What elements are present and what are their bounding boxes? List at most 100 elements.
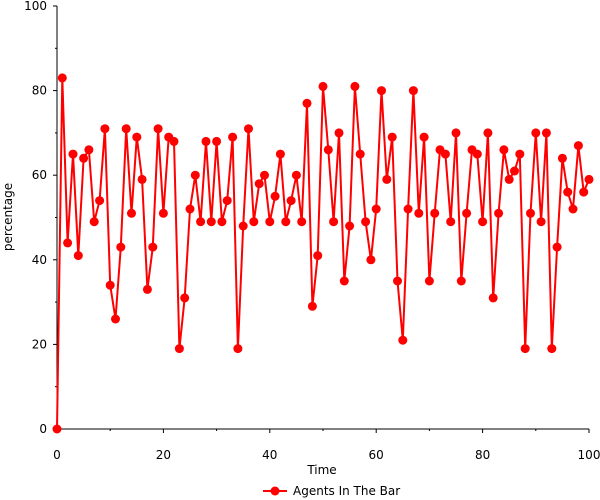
- data-point[interactable]: [95, 196, 105, 206]
- data-point[interactable]: [291, 170, 301, 180]
- data-point[interactable]: [451, 128, 461, 138]
- data-point[interactable]: [153, 124, 163, 134]
- data-point[interactable]: [398, 335, 408, 345]
- data-point[interactable]: [233, 344, 243, 354]
- data-point[interactable]: [89, 217, 99, 227]
- data-point[interactable]: [275, 149, 285, 159]
- data-point[interactable]: [249, 217, 259, 227]
- data-point[interactable]: [190, 170, 200, 180]
- data-point[interactable]: [185, 204, 195, 214]
- data-point[interactable]: [456, 276, 466, 286]
- data-point[interactable]: [121, 124, 131, 134]
- data-point[interactable]: [478, 217, 488, 227]
- data-point[interactable]: [499, 145, 509, 155]
- data-point[interactable]: [111, 314, 120, 324]
- data-point[interactable]: [105, 280, 115, 290]
- data-point[interactable]: [504, 174, 514, 184]
- data-point[interactable]: [222, 196, 232, 206]
- data-point[interactable]: [510, 166, 519, 176]
- data-point[interactable]: [462, 208, 472, 218]
- data-point[interactable]: [270, 191, 280, 201]
- data-point[interactable]: [361, 217, 371, 227]
- data-point[interactable]: [334, 128, 344, 138]
- data-point[interactable]: [494, 208, 504, 218]
- data-point[interactable]: [446, 217, 456, 227]
- data-point[interactable]: [573, 141, 583, 151]
- data-point[interactable]: [526, 208, 535, 218]
- data-point[interactable]: [424, 276, 434, 286]
- data-point[interactable]: [408, 86, 418, 96]
- data-point[interactable]: [63, 238, 73, 248]
- legend[interactable]: Agents In The Bar: [263, 484, 400, 498]
- data-point[interactable]: [169, 136, 179, 146]
- data-point[interactable]: [52, 424, 62, 434]
- data-point[interactable]: [557, 153, 567, 163]
- data-point[interactable]: [84, 145, 94, 155]
- data-point[interactable]: [265, 217, 275, 227]
- data-point[interactable]: [563, 187, 573, 197]
- data-point[interactable]: [366, 255, 376, 265]
- data-point[interactable]: [57, 73, 67, 83]
- x-tick-label: 80: [475, 448, 490, 462]
- data-point[interactable]: [483, 128, 493, 138]
- data-point[interactable]: [541, 128, 551, 138]
- data-point[interactable]: [403, 204, 413, 214]
- data-point[interactable]: [430, 208, 440, 218]
- data-point[interactable]: [68, 149, 78, 159]
- data-point[interactable]: [286, 196, 296, 206]
- data-point[interactable]: [201, 136, 211, 146]
- data-point[interactable]: [318, 81, 328, 91]
- data-point[interactable]: [217, 217, 227, 227]
- data-point[interactable]: [488, 293, 498, 303]
- data-point[interactable]: [281, 217, 291, 227]
- data-point[interactable]: [371, 204, 381, 214]
- data-point[interactable]: [206, 217, 216, 227]
- data-point[interactable]: [393, 276, 402, 286]
- data-point[interactable]: [414, 208, 424, 218]
- data-point[interactable]: [228, 132, 238, 142]
- data-point[interactable]: [100, 124, 110, 134]
- data-point[interactable]: [132, 132, 142, 142]
- data-point[interactable]: [520, 344, 530, 354]
- data-point[interactable]: [552, 242, 562, 252]
- data-point[interactable]: [547, 344, 557, 354]
- data-point[interactable]: [307, 301, 317, 311]
- data-point[interactable]: [339, 276, 349, 286]
- data-point[interactable]: [387, 132, 397, 142]
- data-point[interactable]: [196, 217, 206, 227]
- data-point[interactable]: [180, 293, 190, 303]
- data-point[interactable]: [116, 242, 126, 252]
- data-point[interactable]: [297, 217, 307, 227]
- data-point[interactable]: [329, 217, 339, 227]
- data-point[interactable]: [531, 128, 541, 138]
- data-point[interactable]: [238, 221, 248, 231]
- data-point[interactable]: [212, 136, 222, 146]
- data-point[interactable]: [127, 208, 136, 218]
- data-point[interactable]: [584, 174, 594, 184]
- data-point[interactable]: [244, 124, 253, 134]
- data-point[interactable]: [148, 242, 158, 252]
- data-point[interactable]: [440, 149, 450, 159]
- data-point[interactable]: [137, 174, 147, 184]
- data-point[interactable]: [515, 149, 525, 159]
- data-point[interactable]: [382, 174, 392, 184]
- data-point[interactable]: [302, 98, 312, 108]
- data-point[interactable]: [419, 132, 429, 142]
- data-point[interactable]: [313, 251, 323, 261]
- data-point[interactable]: [377, 86, 386, 96]
- data-point[interactable]: [568, 204, 578, 214]
- data-point[interactable]: [350, 81, 360, 91]
- data-point[interactable]: [158, 208, 168, 218]
- data-point[interactable]: [579, 187, 589, 197]
- data-point[interactable]: [260, 170, 269, 180]
- data-point[interactable]: [73, 251, 83, 261]
- data-point[interactable]: [345, 221, 355, 231]
- data-point[interactable]: [323, 145, 333, 155]
- data-point[interactable]: [79, 153, 89, 163]
- data-point[interactable]: [355, 149, 365, 159]
- data-point[interactable]: [174, 344, 184, 354]
- data-point[interactable]: [254, 179, 264, 189]
- data-point[interactable]: [142, 284, 152, 294]
- data-point[interactable]: [472, 149, 482, 159]
- data-point[interactable]: [536, 217, 546, 227]
